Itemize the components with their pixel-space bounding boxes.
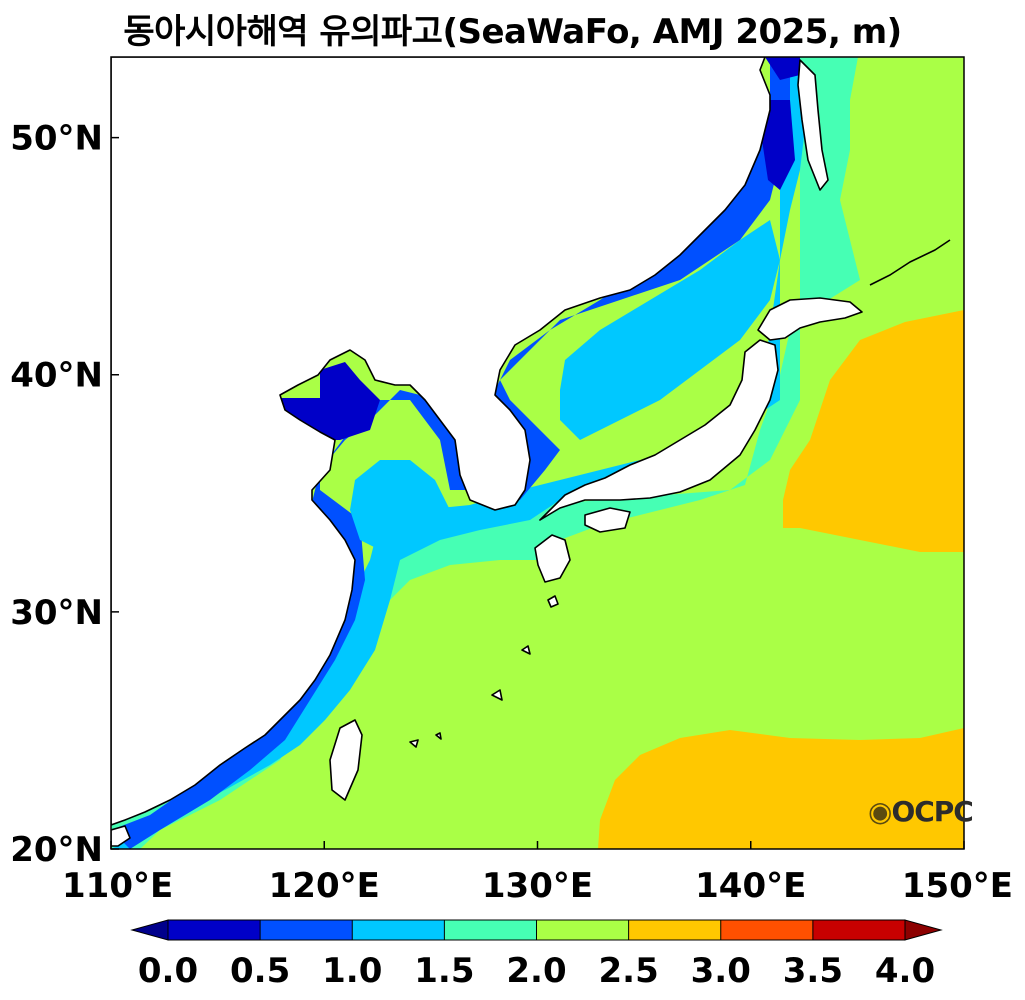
taiwan: [329, 719, 363, 801]
latitude-axis: 20°N 30°N 40°N 50°N: [10, 119, 119, 870]
lat-tick-label: 30°N: [10, 593, 103, 633]
lat-tick-label: 20°N: [10, 830, 103, 870]
land-layer: [111, 57, 951, 847]
wave-height-core-1.0-1.5-yellow-sea: [350, 460, 450, 550]
lat-tick-label: 50°N: [10, 119, 103, 159]
ryukyu-islands: [409, 595, 559, 748]
asian-mainland: [111, 57, 771, 826]
colorbar-under-extension: [130, 919, 169, 941]
lon-tick-label: 120°E: [269, 866, 380, 906]
lon-tick-label: 150°E: [902, 866, 1013, 906]
wave-height-band-2.5-3.0-south: [598, 728, 964, 849]
colorbar-tick-label: 4.0: [875, 951, 935, 991]
colorbar-segment: [720, 920, 813, 940]
colorbar-tick-label: 0.0: [138, 951, 198, 991]
colorbar-tick-label: 2.0: [506, 951, 566, 991]
lat-tick-label: 40°N: [10, 356, 103, 396]
colorbar-tick-label: 3.0: [691, 951, 751, 991]
hainan: [111, 825, 131, 847]
colorbar-tick-label: 0.5: [230, 951, 290, 991]
wave-height-core-1.0-1.5-east-sea: [560, 220, 780, 440]
wave-height-band-0.5-1.0: [111, 57, 790, 849]
ocpc-logo: ◉OCPC: [868, 795, 974, 828]
longitude-axis: 110°E 120°E 130°E 140°E 150°E: [62, 841, 1013, 906]
colorbar-segment: [444, 920, 537, 940]
map-plot-area: [111, 57, 964, 849]
colorbar-segment: [812, 920, 905, 940]
kuril-islands: [869, 239, 951, 286]
wave-height-band-0.0-0.5-bohai: [280, 362, 380, 440]
colorbar-segment: [260, 920, 353, 940]
shikoku: [584, 507, 631, 533]
colorbar-segment: [352, 920, 445, 940]
colorbar: 0.0 0.5 1.0 1.5 2.0 2.5 3.0 3.5 4.0: [130, 919, 943, 991]
colorbar-tick-label: 1.0: [322, 951, 382, 991]
lon-tick-label: 110°E: [62, 866, 173, 906]
wave-height-band-0.0-0.5-north: [765, 57, 800, 80]
colorbar-segment: [628, 920, 721, 940]
japan-islands: [539, 339, 779, 521]
wave-height-band-2.5-3.0-east: [783, 310, 964, 552]
colorbar-tick-label: 1.5: [414, 951, 474, 991]
colorbar-tick-label: 3.5: [783, 951, 843, 991]
map-title: 동아시아해역 유의파고(SeaWaFo, AMJ 2025, m): [123, 12, 902, 52]
colorbar-segment: [168, 920, 261, 940]
sakhalin: [797, 59, 829, 191]
colorbar-tick-label: 2.5: [599, 951, 659, 991]
kyushu: [534, 534, 571, 583]
lon-tick-label: 130°E: [482, 866, 593, 906]
colorbar-over-extension: [904, 919, 943, 941]
wave-height-band-0.0-0.5-tatar: [762, 100, 795, 190]
hokkaido: [757, 297, 863, 341]
lon-tick-label: 140°E: [695, 866, 806, 906]
colorbar-segment: [536, 920, 629, 940]
